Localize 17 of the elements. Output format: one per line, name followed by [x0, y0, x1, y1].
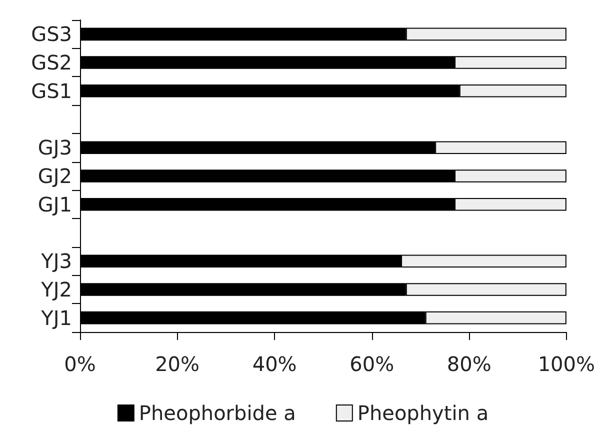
y-tick-label: YJ3	[40, 249, 72, 274]
legend-label: Pheophytin a	[357, 401, 489, 425]
x-tick-label: 20%	[155, 352, 200, 376]
x-tick-label: 80%	[446, 352, 492, 376]
y-tick-label: GS3	[31, 22, 72, 46]
x-tick-label: 60%	[350, 352, 394, 376]
y-tick-label: GJ1	[38, 192, 72, 216]
y-tick-label: YJ2	[40, 277, 72, 302]
y-tick-label: GS2	[31, 50, 72, 75]
y-tick-label: GJ3	[38, 136, 72, 160]
x-tick-label: 40%	[252, 352, 297, 376]
y-tick-label: GJ2	[38, 164, 72, 188]
y-tick-label: YJ1	[40, 306, 72, 330]
x-tick-label: 100%	[538, 352, 596, 376]
x-tick-label: 0%	[64, 352, 96, 376]
legend-label: Pheophorbide a	[138, 401, 296, 425]
y-tick-label: GS1	[31, 78, 72, 103]
